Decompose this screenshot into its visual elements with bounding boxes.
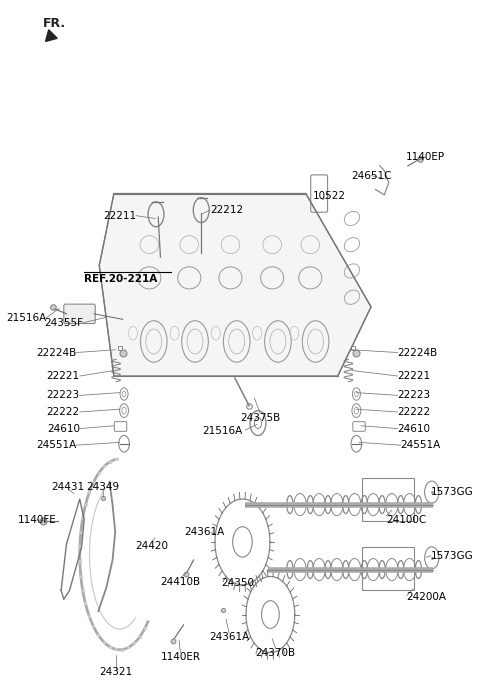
Text: 24361A: 24361A (209, 632, 249, 643)
Text: 24375B: 24375B (240, 412, 280, 423)
Text: 24100C: 24100C (386, 515, 427, 525)
Text: 22224B: 22224B (36, 348, 76, 357)
Text: 22224B: 22224B (397, 348, 438, 357)
Polygon shape (99, 194, 371, 376)
Bar (362, 478, 414, 521)
Text: 24551A: 24551A (401, 440, 441, 450)
Text: 24410B: 24410B (160, 577, 201, 587)
Text: 22223: 22223 (397, 391, 431, 400)
Text: 1140ER: 1140ER (160, 652, 200, 661)
Text: 22211: 22211 (103, 211, 136, 221)
Text: 21516A: 21516A (202, 426, 242, 437)
Text: 1140FE: 1140FE (18, 515, 57, 525)
Text: REF.20-221A: REF.20-221A (84, 274, 157, 285)
Text: 1573GG: 1573GG (431, 551, 474, 561)
Text: 24350: 24350 (222, 578, 254, 589)
Bar (362, 548, 414, 591)
Text: 22222: 22222 (47, 407, 80, 417)
Text: 22221: 22221 (47, 371, 80, 381)
Text: 24370B: 24370B (256, 648, 296, 657)
Text: 22212: 22212 (210, 205, 243, 215)
Text: 24420: 24420 (135, 541, 168, 551)
Text: 21516A: 21516A (6, 313, 46, 323)
Text: 24651C: 24651C (351, 171, 391, 180)
Text: 1140EP: 1140EP (406, 152, 445, 162)
Text: FR.: FR. (43, 17, 66, 30)
Text: 24200A: 24200A (407, 592, 446, 602)
FancyBboxPatch shape (64, 304, 95, 323)
Text: 22223: 22223 (47, 391, 80, 400)
Text: 1573GG: 1573GG (431, 487, 474, 497)
Text: 24551A: 24551A (36, 440, 76, 450)
Text: 24349: 24349 (86, 482, 120, 491)
Text: 24610: 24610 (397, 423, 431, 434)
Text: 22222: 22222 (397, 407, 431, 417)
Text: 10522: 10522 (312, 192, 346, 201)
Text: 24355F: 24355F (44, 318, 83, 328)
Text: 24610: 24610 (47, 423, 80, 434)
Text: 24431: 24431 (52, 482, 85, 491)
Text: 24361A: 24361A (185, 527, 225, 537)
Text: 22221: 22221 (397, 371, 431, 381)
Text: 24321: 24321 (99, 667, 132, 677)
